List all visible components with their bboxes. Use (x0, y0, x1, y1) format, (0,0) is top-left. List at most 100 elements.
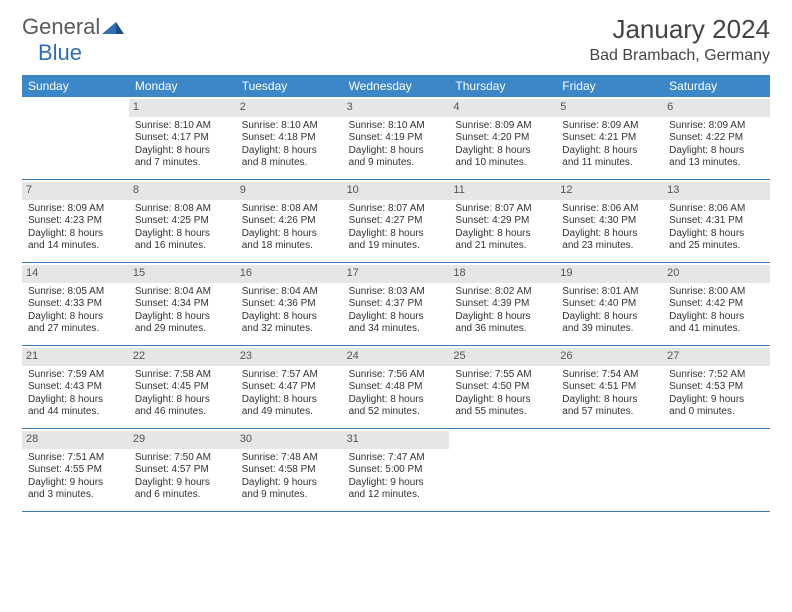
week-row: 1Sunrise: 8:10 AMSunset: 4:17 PMDaylight… (22, 97, 770, 180)
sunrise-text: Sunrise: 8:09 AM (28, 203, 123, 216)
daylight-text: and 52 minutes. (349, 406, 444, 419)
daylight-text: Daylight: 8 hours (562, 311, 657, 324)
weekday-header: Tuesday (236, 75, 343, 97)
day-number: 5 (556, 99, 663, 117)
day-number: 17 (343, 265, 450, 283)
day-details: Sunrise: 7:50 AMSunset: 4:57 PMDaylight:… (133, 452, 232, 502)
day-number: 7 (22, 182, 129, 200)
sunrise-text: Sunrise: 8:01 AM (562, 286, 657, 299)
logo-text-blue-wrap: Blue (38, 40, 82, 66)
day-cell: 17 Sunrise: 8:03 AMSunset: 4:37 PMDayligh… (343, 263, 450, 345)
day-details: Sunrise: 8:05 AMSunset: 4:33 PMDaylight:… (26, 286, 125, 336)
day-number: 26 (556, 348, 663, 366)
day-cell: 26 Sunrise: 7:54 AMSunset: 4:51 PMDayligh… (556, 346, 663, 428)
day-number: 16 (236, 265, 343, 283)
day-cell: 14 Sunrise: 8:05 AMSunset: 4:33 PMDayligh… (22, 263, 129, 345)
week-row: 7Sunrise: 8:09 AMSunset: 4:23 PMDaylight… (22, 180, 770, 263)
day-details: Sunrise: 8:07 AMSunset: 4:27 PMDaylight:… (347, 203, 446, 253)
day-details: Sunrise: 8:10 AMSunset: 4:18 PMDaylight:… (240, 120, 339, 170)
day-number: 11 (449, 182, 556, 200)
day-cell: 3Sunrise: 8:10 AMSunset: 4:19 PMDaylight… (343, 97, 450, 179)
day-cell: 28Sunrise: 7:51 AMSunset: 4:55 PMDayligh… (22, 429, 129, 511)
sunset-text: Sunset: 4:57 PM (135, 464, 230, 477)
sunset-text: Sunset: 4:20 PM (455, 132, 550, 145)
weeks-container: 1Sunrise: 8:10 AMSunset: 4:17 PMDaylight… (22, 97, 770, 512)
day-cell: 1Sunrise: 8:10 AMSunset: 4:17 PMDaylight… (129, 97, 236, 179)
sunset-text: Sunset: 4:29 PM (455, 215, 550, 228)
day-details: Sunrise: 8:09 AMSunset: 4:22 PMDaylight:… (667, 120, 766, 170)
daylight-text: Daylight: 8 hours (135, 145, 230, 158)
day-number: 20 (663, 265, 770, 283)
day-cell: 18Sunrise: 8:02 AMSunset: 4:39 PMDayligh… (449, 263, 556, 345)
day-details: Sunrise: 7:54 AMSunset: 4:51 PMDaylight:… (560, 369, 659, 419)
daylight-text: Daylight: 8 hours (242, 311, 337, 324)
day-cell: 5Sunrise: 8:09 AMSunset: 4:21 PMDaylight… (556, 97, 663, 179)
daylight-text: and 12 minutes. (349, 489, 444, 502)
daylight-text: Daylight: 9 hours (242, 477, 337, 490)
sunrise-text: Sunrise: 8:00 AM (669, 286, 764, 299)
sunrise-text: Sunrise: 8:04 AM (135, 286, 230, 299)
day-number: 14 (22, 265, 129, 283)
daylight-text: Daylight: 8 hours (669, 311, 764, 324)
day-details: Sunrise: 8:04 AMSunset: 4:34 PMDaylight:… (133, 286, 232, 336)
day-cell: 27Sunrise: 7:52 AMSunset: 4:53 PMDayligh… (663, 346, 770, 428)
day-cell: 4Sunrise: 8:09 AMSunset: 4:20 PMDaylight… (449, 97, 556, 179)
sunset-text: Sunset: 4:43 PM (28, 381, 123, 394)
sunset-text: Sunset: 4:22 PM (669, 132, 764, 145)
weekday-header: Thursday (449, 75, 556, 97)
day-number: 1 (129, 99, 236, 117)
day-cell: 11Sunrise: 8:07 AMSunset: 4:29 PMDayligh… (449, 180, 556, 262)
sunrise-text: Sunrise: 7:59 AM (28, 369, 123, 382)
sunset-text: Sunset: 4:47 PM (242, 381, 337, 394)
day-cell: 21Sunrise: 7:59 AMSunset: 4:43 PMDayligh… (22, 346, 129, 428)
sunrise-text: Sunrise: 8:09 AM (669, 120, 764, 133)
sunrise-text: Sunrise: 8:08 AM (242, 203, 337, 216)
day-cell (663, 429, 770, 511)
day-cell: 13Sunrise: 8:06 AMSunset: 4:31 PMDayligh… (663, 180, 770, 262)
sunset-text: Sunset: 4:48 PM (349, 381, 444, 394)
day-details: Sunrise: 8:08 AMSunset: 4:25 PMDaylight:… (133, 203, 232, 253)
daylight-text: and 0 minutes. (669, 406, 764, 419)
weekday-header: Saturday (663, 75, 770, 97)
daylight-text: and 14 minutes. (28, 240, 123, 253)
daylight-text: and 10 minutes. (455, 157, 550, 170)
daylight-text: and 18 minutes. (242, 240, 337, 253)
day-details: Sunrise: 7:57 AMSunset: 4:47 PMDaylight:… (240, 369, 339, 419)
day-details: Sunrise: 8:04 AMSunset: 4:36 PMDaylight:… (240, 286, 339, 336)
day-cell: 24Sunrise: 7:56 AMSunset: 4:48 PMDayligh… (343, 346, 450, 428)
sunrise-text: Sunrise: 8:08 AM (135, 203, 230, 216)
sunrise-text: Sunrise: 8:06 AM (562, 203, 657, 216)
sunrise-text: Sunrise: 8:10 AM (349, 120, 444, 133)
daylight-text: and 44 minutes. (28, 406, 123, 419)
sunrise-text: Sunrise: 7:52 AM (669, 369, 764, 382)
sunrise-text: Sunrise: 7:57 AM (242, 369, 337, 382)
daylight-text: and 8 minutes. (242, 157, 337, 170)
day-number: 10 (343, 182, 450, 200)
daylight-text: and 57 minutes. (562, 406, 657, 419)
daylight-text: and 9 minutes. (349, 157, 444, 170)
day-cell: 29Sunrise: 7:50 AMSunset: 4:57 PMDayligh… (129, 429, 236, 511)
daylight-text: and 29 minutes. (135, 323, 230, 336)
daylight-text: Daylight: 8 hours (562, 145, 657, 158)
day-details: Sunrise: 8:03 AMSunset: 4:37 PMDaylight:… (347, 286, 446, 336)
day-number: 31 (343, 431, 450, 449)
sunrise-text: Sunrise: 7:51 AM (28, 452, 123, 465)
daylight-text: Daylight: 8 hours (28, 311, 123, 324)
sunset-text: Sunset: 4:25 PM (135, 215, 230, 228)
calendar: Sunday Monday Tuesday Wednesday Thursday… (22, 75, 770, 512)
sunrise-text: Sunrise: 8:05 AM (28, 286, 123, 299)
sunrise-text: Sunrise: 8:09 AM (562, 120, 657, 133)
daylight-text: Daylight: 9 hours (669, 394, 764, 407)
day-number: 22 (129, 348, 236, 366)
sunset-text: Sunset: 4:45 PM (135, 381, 230, 394)
logo: General (22, 14, 126, 40)
day-details: Sunrise: 8:00 AMSunset: 4:42 PMDaylight:… (667, 286, 766, 336)
week-row: 21Sunrise: 7:59 AMSunset: 4:43 PMDayligh… (22, 346, 770, 429)
daylight-text: Daylight: 8 hours (455, 228, 550, 241)
day-details: Sunrise: 7:59 AMSunset: 4:43 PMDaylight:… (26, 369, 125, 419)
day-number: 27 (663, 348, 770, 366)
daylight-text: Daylight: 8 hours (135, 394, 230, 407)
daylight-text: Daylight: 8 hours (242, 145, 337, 158)
sunset-text: Sunset: 4:18 PM (242, 132, 337, 145)
sunset-text: Sunset: 5:00 PM (349, 464, 444, 477)
